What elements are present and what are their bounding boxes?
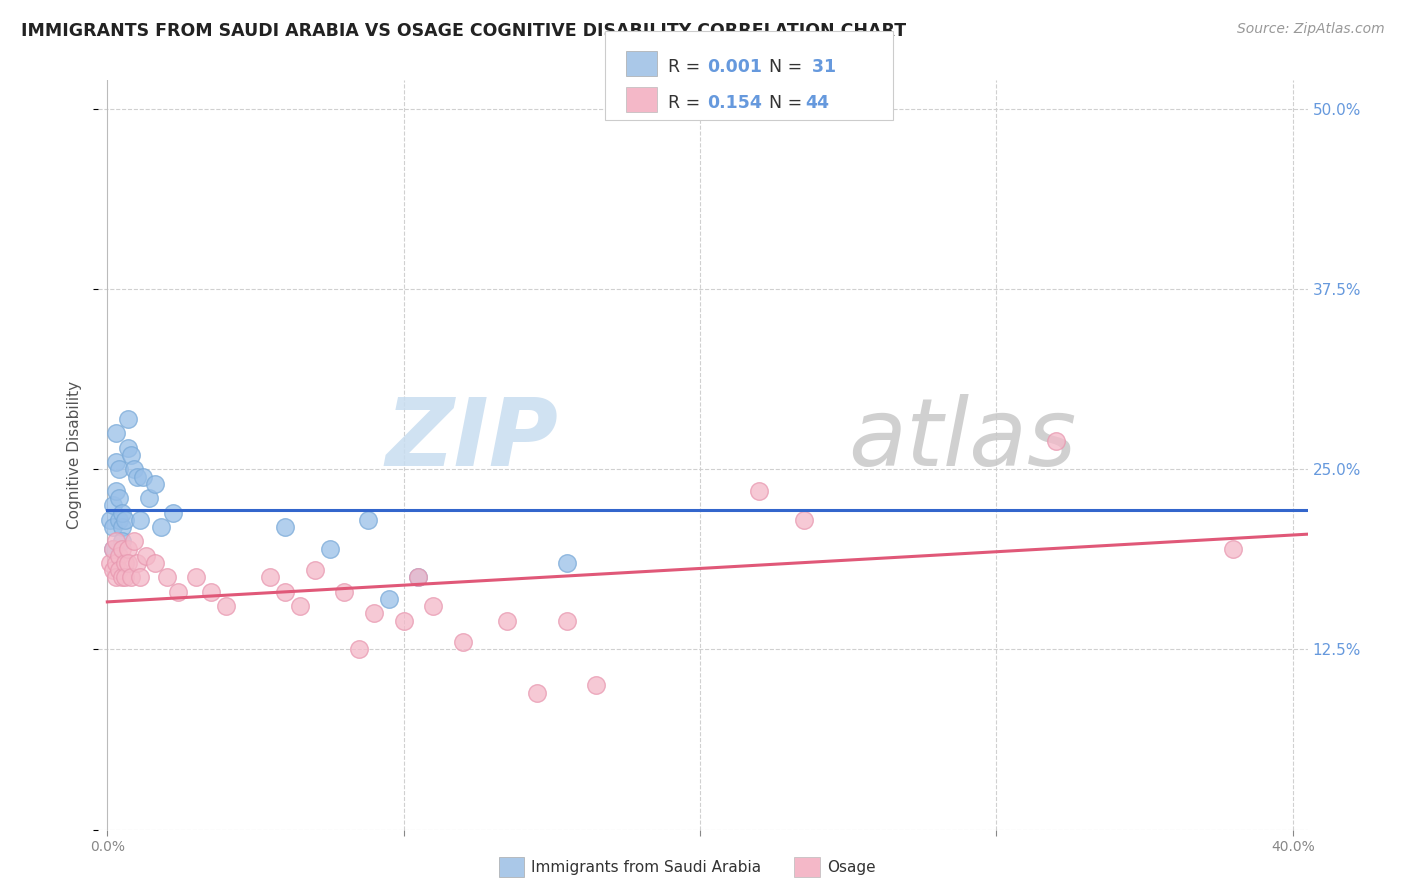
Point bbox=[274, 520, 297, 534]
Point bbox=[108, 462, 131, 476]
Point bbox=[793, 513, 815, 527]
Point bbox=[138, 491, 160, 505]
Point bbox=[304, 563, 326, 577]
Point bbox=[259, 570, 281, 584]
Point bbox=[186, 570, 208, 584]
Point bbox=[103, 541, 125, 556]
Point bbox=[555, 614, 578, 628]
Point bbox=[162, 506, 184, 520]
Text: N =: N = bbox=[769, 58, 808, 76]
Point bbox=[392, 614, 415, 628]
Point bbox=[496, 614, 519, 628]
Point bbox=[129, 570, 152, 584]
Point bbox=[357, 513, 380, 527]
Point bbox=[1222, 541, 1244, 556]
Point bbox=[108, 549, 131, 563]
Point bbox=[105, 455, 128, 469]
Point bbox=[114, 570, 136, 584]
Point bbox=[408, 570, 430, 584]
Point bbox=[111, 506, 134, 520]
Point bbox=[108, 513, 131, 527]
Point bbox=[363, 607, 385, 621]
Point bbox=[105, 556, 128, 570]
Point bbox=[143, 556, 166, 570]
Point bbox=[125, 469, 148, 483]
Point bbox=[105, 570, 128, 584]
Point bbox=[103, 541, 125, 556]
Text: IMMIGRANTS FROM SAUDI ARABIA VS OSAGE COGNITIVE DISABILITY CORRELATION CHART: IMMIGRANTS FROM SAUDI ARABIA VS OSAGE CO… bbox=[21, 22, 907, 40]
Y-axis label: Cognitive Disability: Cognitive Disability bbox=[67, 381, 83, 529]
Point bbox=[111, 570, 134, 584]
Point bbox=[111, 541, 134, 556]
Point bbox=[347, 642, 370, 657]
Point bbox=[114, 513, 136, 527]
Text: R =: R = bbox=[668, 58, 706, 76]
Point bbox=[215, 599, 238, 614]
Point bbox=[108, 563, 131, 577]
Point bbox=[155, 570, 177, 584]
Point bbox=[288, 599, 311, 614]
Point bbox=[333, 584, 356, 599]
Point bbox=[526, 686, 548, 700]
Point bbox=[125, 556, 148, 570]
Point bbox=[408, 570, 430, 584]
Point bbox=[143, 476, 166, 491]
Text: 31: 31 bbox=[806, 58, 835, 76]
Point bbox=[274, 584, 297, 599]
Point bbox=[422, 599, 444, 614]
Point bbox=[103, 520, 125, 534]
Text: Osage: Osage bbox=[827, 860, 876, 874]
Point bbox=[105, 426, 128, 441]
Point bbox=[167, 584, 190, 599]
Point bbox=[120, 448, 142, 462]
Text: ZIP: ZIP bbox=[385, 394, 558, 486]
Point bbox=[117, 412, 139, 426]
Text: 0.154: 0.154 bbox=[707, 94, 762, 112]
Point bbox=[122, 462, 145, 476]
Point bbox=[129, 513, 152, 527]
Point bbox=[748, 483, 770, 498]
Text: 44: 44 bbox=[806, 94, 830, 112]
Point bbox=[585, 678, 607, 692]
Point bbox=[98, 513, 121, 527]
Point bbox=[318, 541, 340, 556]
Text: 0.001: 0.001 bbox=[707, 58, 762, 76]
Point bbox=[378, 592, 401, 607]
Point bbox=[103, 499, 125, 513]
Point bbox=[200, 584, 222, 599]
Text: Immigrants from Saudi Arabia: Immigrants from Saudi Arabia bbox=[531, 860, 762, 874]
Point bbox=[117, 541, 139, 556]
Point bbox=[117, 556, 139, 570]
Point bbox=[451, 635, 474, 649]
Point bbox=[98, 556, 121, 570]
Text: R =: R = bbox=[668, 94, 706, 112]
Point bbox=[111, 534, 134, 549]
Point bbox=[1045, 434, 1067, 448]
Point bbox=[114, 556, 136, 570]
Text: atlas: atlas bbox=[848, 394, 1077, 485]
Point bbox=[103, 563, 125, 577]
Point bbox=[111, 520, 134, 534]
Point bbox=[122, 534, 145, 549]
Point bbox=[105, 534, 128, 549]
Point bbox=[117, 441, 139, 455]
Point bbox=[108, 491, 131, 505]
Point bbox=[120, 570, 142, 584]
Point bbox=[149, 520, 172, 534]
Text: Source: ZipAtlas.com: Source: ZipAtlas.com bbox=[1237, 22, 1385, 37]
Point bbox=[105, 483, 128, 498]
Point bbox=[135, 549, 157, 563]
Text: N =: N = bbox=[769, 94, 808, 112]
Point bbox=[132, 469, 155, 483]
Point bbox=[555, 556, 578, 570]
